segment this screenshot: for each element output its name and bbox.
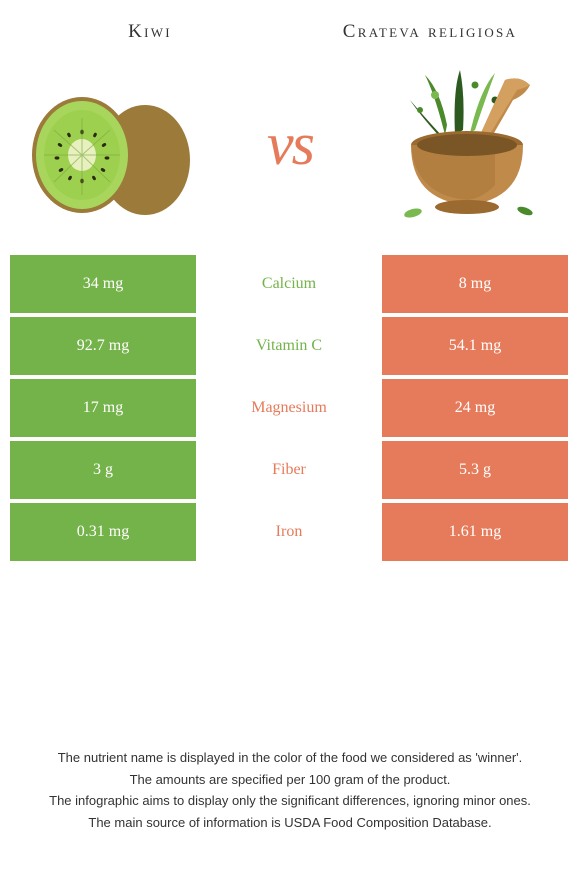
cell-right: 5.3 g [382, 441, 568, 499]
cell-left: 3 g [10, 441, 196, 499]
title-left: Kiwi [24, 20, 276, 45]
cell-right: 1.61 mg [382, 503, 568, 561]
table-row: 3 gFiber5.3 g [10, 441, 570, 499]
cell-label: Calcium [196, 255, 382, 313]
table-row: 0.31 mgIron1.61 mg [10, 503, 570, 561]
table-row: 34 mgCalcium8 mg [10, 255, 570, 313]
crateva-image [380, 65, 560, 225]
cell-right: 54.1 mg [382, 317, 568, 375]
images-row: vs [10, 65, 570, 225]
cell-left: 34 mg [10, 255, 196, 313]
cell-label: Magnesium [196, 379, 382, 437]
table-row: 92.7 mgVitamin C54.1 mg [10, 317, 570, 375]
cell-label: Iron [196, 503, 382, 561]
cell-right: 24 mg [382, 379, 568, 437]
nutrient-table: 34 mgCalcium8 mg92.7 mgVitamin C54.1 mg1… [10, 255, 570, 565]
vs-text: vs [267, 110, 313, 179]
footer-line: The amounts are specified per 100 gram o… [30, 770, 550, 790]
cell-left: 92.7 mg [10, 317, 196, 375]
cell-left: 17 mg [10, 379, 196, 437]
footer-line: The nutrient name is displayed in the co… [30, 748, 550, 768]
table-row: 17 mgMagnesium24 mg [10, 379, 570, 437]
kiwi-image [20, 65, 200, 225]
footer: The nutrient name is displayed in the co… [10, 748, 570, 854]
footer-line: The infographic aims to display only the… [30, 791, 550, 811]
cell-label: Fiber [196, 441, 382, 499]
footer-line: The main source of information is USDA F… [30, 813, 550, 833]
cell-label: Vitamin C [196, 317, 382, 375]
header: Kiwi Crateva religiosa [10, 20, 570, 45]
cell-left: 0.31 mg [10, 503, 196, 561]
title-right: Crateva religiosa [304, 20, 556, 45]
cell-right: 8 mg [382, 255, 568, 313]
